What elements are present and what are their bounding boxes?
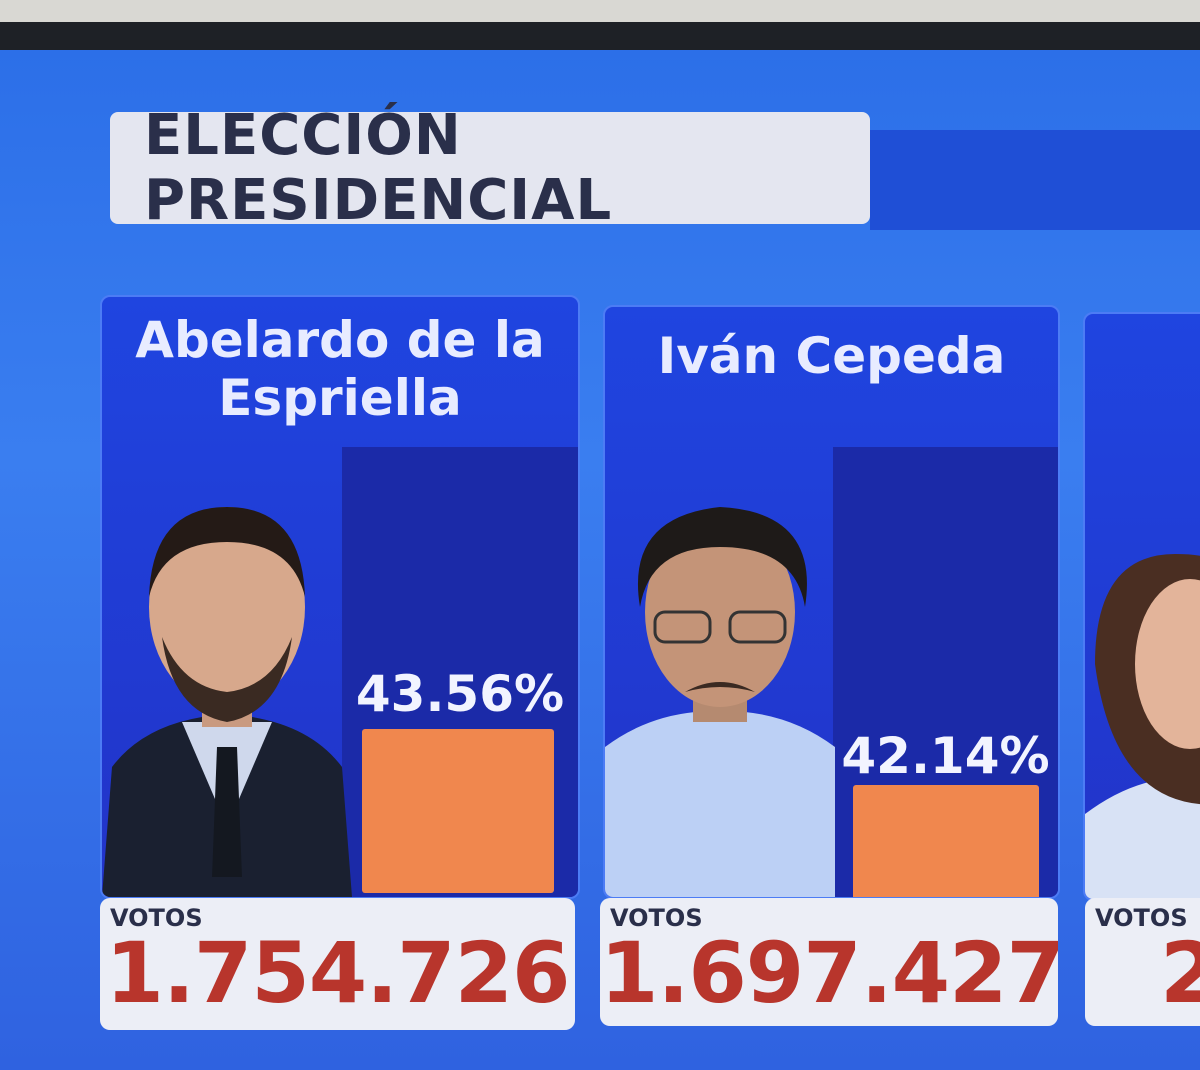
bezel — [0, 0, 1200, 22]
stripe — [870, 130, 1200, 230]
screen: ELECCIÓN PRESIDENCIAL Abelardo de la Esp… — [0, 50, 1200, 1070]
title-box: ELECCIÓN PRESIDENCIAL — [110, 103, 870, 233]
title: ELECCIÓN PRESIDENCIAL — [144, 103, 613, 233]
votes-label: VOTOS — [110, 904, 203, 932]
candidate-name: Abelardo de la Espriella — [135, 311, 545, 427]
votes-panel: VOTOS 1.697.427 — [600, 898, 1058, 1026]
candidate-card — [1083, 312, 1200, 901]
candidate-photo — [102, 507, 352, 897]
candidate-card: Iván Cepeda 42.14% — [603, 305, 1060, 899]
bezel — [0, 22, 1200, 50]
votes-panel: VOTOS 1.754.726 — [100, 898, 575, 1030]
votes-panel: VOTOS 2 — [1085, 898, 1200, 1026]
candidate-name: Iván Cepeda — [657, 327, 1006, 385]
votes: 1.754.726 — [105, 924, 571, 1022]
candidate-photo — [605, 507, 835, 897]
votes-label: VOTOS — [610, 904, 703, 932]
percent-box — [362, 729, 554, 893]
votes-label: VOTOS — [1095, 904, 1188, 932]
candidate-percent: 43.56% — [355, 665, 565, 723]
votes: 2 — [1160, 924, 1200, 1022]
candidate-card: Abelardo de la Espriella 43.56% — [100, 295, 580, 899]
percent-box — [853, 785, 1039, 897]
votes: 1.697.427 — [600, 924, 1058, 1022]
candidate-photo — [1085, 554, 1200, 899]
candidate-percent: 42.14% — [841, 727, 1050, 785]
